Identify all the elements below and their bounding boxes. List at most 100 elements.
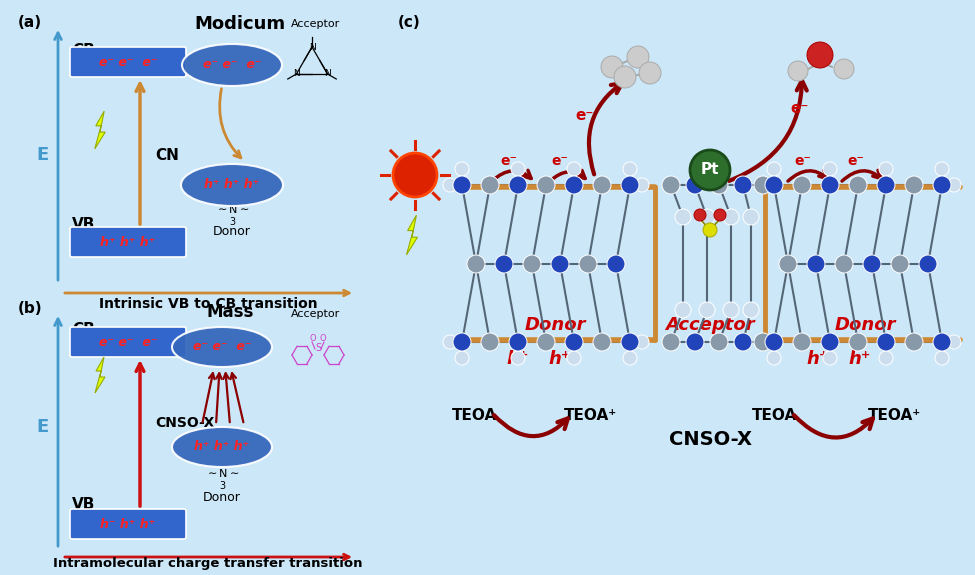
Text: N: N xyxy=(309,43,315,52)
Circle shape xyxy=(635,178,649,192)
Circle shape xyxy=(891,255,909,273)
Text: CNSO-X: CNSO-X xyxy=(669,430,752,449)
Circle shape xyxy=(767,162,781,176)
Circle shape xyxy=(793,333,811,351)
Text: e⁻ e⁻  e⁻: e⁻ e⁻ e⁻ xyxy=(98,56,157,68)
Text: e⁻: e⁻ xyxy=(551,154,567,168)
Text: Modicum: Modicum xyxy=(194,15,286,33)
Circle shape xyxy=(723,302,739,318)
Circle shape xyxy=(905,176,923,194)
Circle shape xyxy=(933,176,951,194)
Circle shape xyxy=(863,255,881,273)
Text: Acceptor: Acceptor xyxy=(665,316,755,334)
Circle shape xyxy=(453,333,471,351)
Ellipse shape xyxy=(182,44,282,86)
Circle shape xyxy=(823,351,837,365)
Text: O: O xyxy=(310,334,316,343)
FancyBboxPatch shape xyxy=(70,47,186,77)
Circle shape xyxy=(919,255,937,273)
Circle shape xyxy=(877,176,895,194)
Circle shape xyxy=(947,335,961,349)
Circle shape xyxy=(662,176,680,194)
Circle shape xyxy=(788,61,808,81)
Circle shape xyxy=(686,333,704,351)
Circle shape xyxy=(662,333,680,351)
Circle shape xyxy=(565,176,583,194)
Circle shape xyxy=(627,46,649,68)
Text: CB: CB xyxy=(72,322,95,337)
FancyBboxPatch shape xyxy=(70,227,186,257)
Circle shape xyxy=(754,333,772,351)
Polygon shape xyxy=(95,357,105,393)
Text: h⁺: h⁺ xyxy=(507,350,529,368)
Text: e⁻: e⁻ xyxy=(790,101,808,116)
Text: CNSO-X: CNSO-X xyxy=(155,416,214,430)
Text: O: O xyxy=(320,334,327,343)
Text: VB: VB xyxy=(72,497,96,512)
Circle shape xyxy=(537,176,555,194)
Circle shape xyxy=(947,178,961,192)
Circle shape xyxy=(821,176,839,194)
Circle shape xyxy=(567,162,581,176)
Text: h⁺: h⁺ xyxy=(549,350,571,368)
Circle shape xyxy=(821,333,839,351)
Circle shape xyxy=(623,351,637,365)
Text: S: S xyxy=(315,343,321,353)
Text: Donor: Donor xyxy=(525,316,586,334)
Ellipse shape xyxy=(172,427,272,467)
Text: e⁻ e⁻  e⁻: e⁻ e⁻ e⁻ xyxy=(203,59,261,71)
Text: $\sim$N$\sim$: $\sim$N$\sim$ xyxy=(214,203,250,215)
Circle shape xyxy=(621,176,639,194)
Circle shape xyxy=(834,59,854,79)
Circle shape xyxy=(509,333,527,351)
Text: TEOA: TEOA xyxy=(753,408,798,423)
Circle shape xyxy=(523,255,541,273)
Circle shape xyxy=(593,333,611,351)
Circle shape xyxy=(849,176,867,194)
Circle shape xyxy=(754,176,772,194)
Circle shape xyxy=(495,255,513,273)
Text: $\sim$N$\sim$: $\sim$N$\sim$ xyxy=(205,467,239,479)
Text: e⁻: e⁻ xyxy=(847,154,864,168)
Text: Mass: Mass xyxy=(207,303,254,321)
Circle shape xyxy=(393,153,437,197)
Circle shape xyxy=(835,255,853,273)
Text: Donor: Donor xyxy=(203,491,241,504)
Circle shape xyxy=(639,62,661,84)
Text: h⁺ h⁺ h⁺: h⁺ h⁺ h⁺ xyxy=(205,178,259,191)
Text: N: N xyxy=(293,70,299,79)
Text: Acceptor: Acceptor xyxy=(292,309,340,319)
Circle shape xyxy=(675,302,691,318)
Text: Donor: Donor xyxy=(835,316,896,334)
Text: TEOA: TEOA xyxy=(452,408,497,423)
Circle shape xyxy=(793,176,811,194)
Circle shape xyxy=(453,176,471,194)
Circle shape xyxy=(694,209,706,221)
Circle shape xyxy=(755,335,769,349)
Circle shape xyxy=(879,162,893,176)
Text: CB: CB xyxy=(72,43,95,58)
Text: E: E xyxy=(37,418,49,436)
Circle shape xyxy=(714,209,726,221)
Circle shape xyxy=(703,223,717,237)
Circle shape xyxy=(455,162,469,176)
Ellipse shape xyxy=(172,327,272,367)
Text: e⁻: e⁻ xyxy=(794,154,811,168)
Circle shape xyxy=(807,255,825,273)
Circle shape xyxy=(443,335,457,349)
Circle shape xyxy=(621,333,639,351)
Text: N: N xyxy=(325,70,331,79)
Text: (b): (b) xyxy=(18,301,43,316)
Text: E: E xyxy=(37,146,49,164)
Circle shape xyxy=(690,150,730,190)
Circle shape xyxy=(614,66,636,88)
Text: e⁻: e⁻ xyxy=(575,108,594,123)
Text: Intrinsic VB to CB transition: Intrinsic VB to CB transition xyxy=(98,297,317,311)
Circle shape xyxy=(481,176,499,194)
Circle shape xyxy=(675,209,691,225)
Circle shape xyxy=(593,176,611,194)
Text: h⁺: h⁺ xyxy=(807,350,829,368)
Circle shape xyxy=(710,176,728,194)
Text: h⁺ h⁺ h⁺: h⁺ h⁺ h⁺ xyxy=(100,236,156,248)
Circle shape xyxy=(734,333,752,351)
